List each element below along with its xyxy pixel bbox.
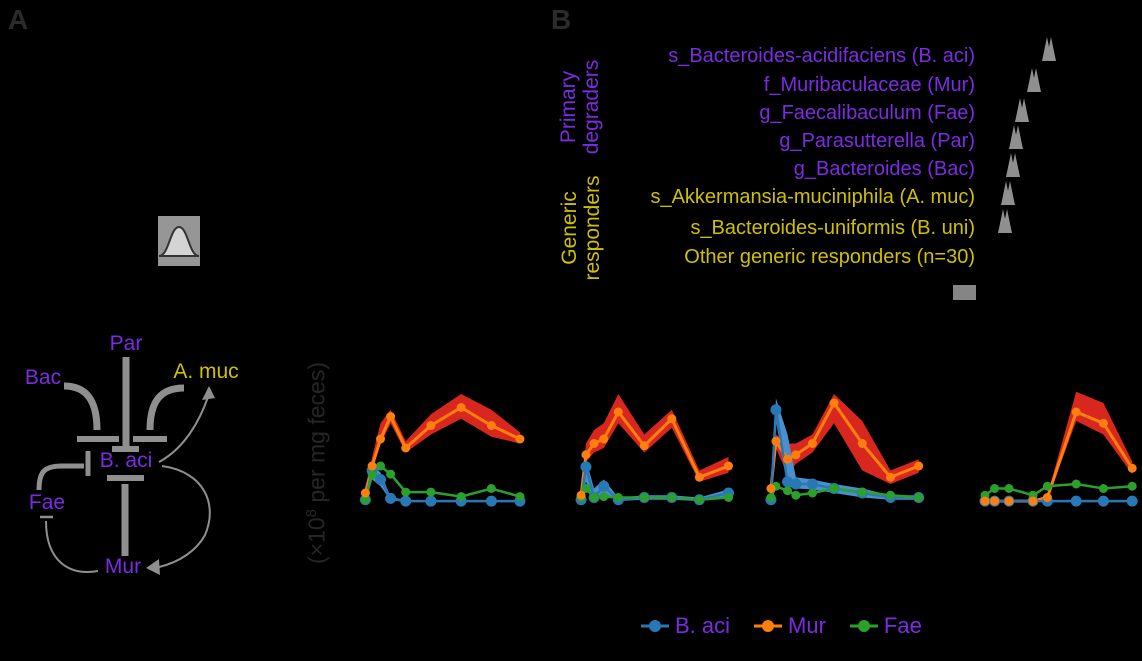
node-amuc: A. muc [173, 360, 239, 383]
group-label-generic-responders: Generic responders [558, 175, 604, 281]
edge-baci-promotes-amuc [158, 396, 209, 463]
species-label-1: s_Bacteroides-acidifaciens (B. aci) [668, 45, 975, 67]
species-list: s_Bacteroides-acidifaciens (B. aci) f_Mur… [600, 0, 975, 280]
density-glyph-4 [1009, 125, 1023, 149]
density-glyph-7 [998, 209, 1012, 233]
bell-curve-icon [158, 216, 200, 266]
species-label-7: s_Bacteroides-uniformis (B. uni) [690, 217, 975, 239]
mini-chart-4 [979, 391, 1138, 507]
density-glyph-3 [1015, 98, 1029, 122]
legend-item-b-aci: B. aci [641, 613, 730, 639]
density-glyph-5 [1006, 153, 1020, 177]
legend-marker-icon [641, 620, 669, 632]
edge-baci-promotes-mur [158, 465, 211, 568]
other-responders-swatch [953, 285, 976, 300]
edge-amuc-inhibits-baci [146, 384, 185, 431]
interaction-network-diagram [36, 357, 215, 575]
panel-b-label: B [551, 4, 572, 35]
y-axis-label: (×108 per mg feces) [303, 362, 330, 564]
species-label-8: Other generic responders (n=30) [684, 246, 975, 268]
node-bac: Bac [24, 366, 62, 389]
arrowhead-to-mur [146, 559, 160, 575]
legend-label: Mur [788, 613, 826, 638]
species-label-4: g_Parasutterella (Par) [779, 130, 975, 152]
node-par: Par [109, 332, 143, 355]
panel-a-label: A [8, 4, 29, 35]
species-label-2: f_Muribaculaceae (Mur) [763, 74, 975, 96]
density-glyph-2 [1027, 68, 1041, 92]
edge-fae-inhibits-baci [36, 463, 84, 491]
arrowhead-to-amuc [202, 386, 215, 400]
mini-chart-2 [575, 394, 735, 506]
chart-legend: B. aci Mur Fae [641, 613, 922, 639]
legend-marker-icon [849, 620, 878, 632]
species-label-5: g_Bacteroides (Bac) [793, 158, 975, 180]
mini-chart-1 [359, 394, 526, 507]
edge-mur-inhibits-fae [45, 520, 99, 573]
group-label-primary-degraders: Primary degraders [557, 59, 603, 155]
edge-bac-inhibits-baci [63, 382, 101, 431]
node-mur: Mur [104, 555, 142, 578]
species-label-6: s_Akkermansia-muciniphila (A. muc) [650, 186, 975, 208]
legend-marker-icon [754, 620, 783, 632]
node-fae: Fae [28, 491, 66, 514]
node-baci: B. aci [99, 449, 153, 472]
legend-label: B. aci [675, 613, 731, 638]
legend-item-mur: Mur [754, 613, 826, 639]
legend-item-fae: Fae [849, 613, 922, 639]
mini-chart-3 [765, 394, 925, 506]
legend-label: Fae [883, 613, 922, 638]
density-glyph-1 [1042, 37, 1056, 61]
density-glyph-6 [1001, 181, 1015, 205]
species-label-3: g_Faecalibaculum (Fae) [759, 102, 975, 124]
